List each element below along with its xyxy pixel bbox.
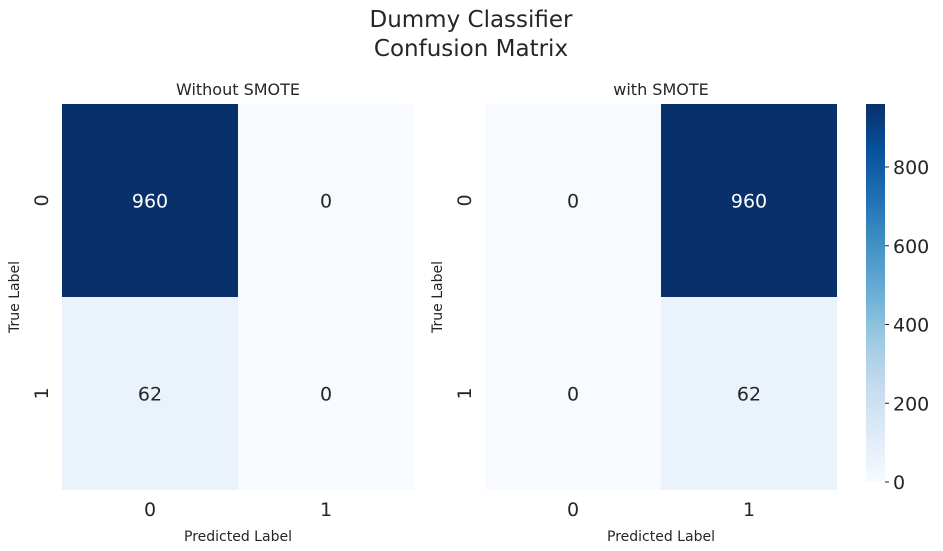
heatmap-cell [661, 104, 837, 297]
x-tick-label: 1 [320, 499, 332, 521]
cell-value-label: 62 [138, 384, 162, 406]
y-axis-label: True Label [7, 261, 23, 334]
figure-subtitle: Confusion Matrix [374, 36, 568, 62]
heatmap-cell [485, 104, 661, 297]
panel-title: with SMOTE [613, 80, 708, 99]
colorbar-tick-label: 400 [893, 315, 929, 337]
x-tick-label: 1 [743, 499, 755, 521]
cell-value-label: 0 [567, 191, 579, 213]
cell-value-label: 0 [320, 384, 332, 406]
y-tick-label: 0 [31, 194, 53, 206]
colorbar: 0 200 400 600 800 [866, 104, 929, 494]
heatmap-panel-0: Without SMOTE 960 0 62 0 0 1 0 1 Predicted Label T… [7, 80, 414, 545]
x-tick-label: 0 [144, 499, 156, 521]
heatmap-cell [661, 297, 837, 490]
heatmap-cell [62, 104, 238, 297]
cell-value-label: 0 [567, 384, 579, 406]
colorbar-tick-label: 800 [893, 157, 929, 179]
colorbar-tick-label: 600 [893, 236, 929, 258]
heatmap-panels: Without SMOTE 960 0 62 0 0 1 0 1 Predicted Label T… [7, 80, 837, 545]
x-axis-label: Predicted Label [184, 529, 292, 545]
cell-value-label: 0 [320, 191, 332, 213]
x-tick-label: 0 [567, 499, 579, 521]
heatmap-cell [485, 297, 661, 490]
y-axis-label: True Label [430, 261, 446, 334]
heatmap-cell [238, 104, 414, 297]
colorbar-tick-label: 200 [893, 393, 929, 415]
x-axis-label: Predicted Label [607, 529, 715, 545]
cell-value-label: 960 [731, 191, 767, 213]
colorbar-gradient [866, 104, 885, 482]
heatmap-panel-1: with SMOTE 0 960 0 62 0 1 0 1 Predicted Label True… [430, 80, 837, 545]
colorbar-tick-label: 0 [893, 472, 905, 494]
figure-title: Dummy Classifier [369, 7, 573, 33]
heatmap-cell [62, 297, 238, 490]
y-tick-label: 1 [31, 387, 53, 399]
y-tick-label: 0 [454, 194, 476, 206]
panel-title: Without SMOTE [176, 80, 300, 99]
cell-value-label: 62 [737, 384, 761, 406]
y-tick-label: 1 [454, 387, 476, 399]
heatmap-cell [238, 297, 414, 490]
cell-value-label: 960 [132, 191, 168, 213]
